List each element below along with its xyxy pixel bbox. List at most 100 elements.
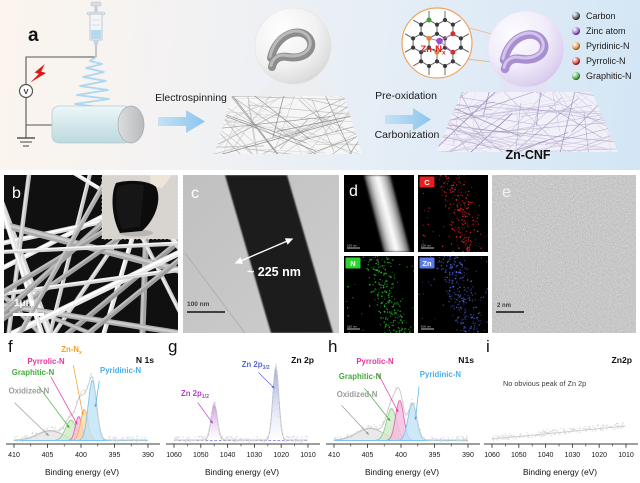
svg-text:400: 400 — [75, 452, 87, 459]
eds-mapping-grid: 100 nm C 100 nm N 100 nm Zn 100 nm — [344, 175, 488, 333]
panel-g-xps-zn2p-chart: 1060 1050 1040 1030 1020 1010 Binding energy (… — [164, 336, 322, 483]
panel-a-schematic: V — [0, 0, 640, 170]
svg-text:1040: 1040 — [220, 452, 236, 459]
legend-label: Pyridinic-N — [586, 40, 630, 51]
legend-label: Pyrrolic-N — [586, 55, 626, 66]
xps-spectrum-zn2p-zncnf: 1060 1050 1040 1030 1020 1010 Binding energy (… — [166, 355, 320, 477]
svg-text:Pyrrolic-N: Pyrrolic-N — [356, 357, 394, 366]
sem-micrograph — [4, 175, 178, 333]
voltage-label: V — [23, 87, 28, 96]
scale-bar-label: 1μm — [14, 298, 35, 309]
panel-i-label: i — [486, 337, 490, 356]
molecule-label: Zn-Nx — [420, 44, 446, 57]
circuit-wires — [17, 56, 96, 147]
svg-text:100 nm: 100 nm — [421, 244, 432, 248]
svg-text:1030: 1030 — [565, 452, 581, 459]
carbon-atom-icon — [572, 11, 580, 20]
svg-text:1050: 1050 — [511, 452, 527, 459]
panel-e-label: e — [502, 184, 511, 201]
legend-label: Carbon — [586, 10, 616, 21]
svg-text:Zn-Nx: Zn-Nx — [61, 345, 82, 356]
xps-spectrum-n1s-cnf: 410 405 400 395 390 Binding energy (eV) N1s Oxi… — [326, 355, 480, 477]
electrospinning-label: Electrospinning — [155, 92, 227, 104]
svg-text:Oxidized-N: Oxidized-N — [337, 390, 378, 399]
pyrrolic-n-icon — [572, 56, 580, 65]
panel-i-xps-zn2p-chart: 1060 1050 1040 1030 1020 1010 Binding energy (… — [482, 336, 640, 483]
svg-text:Pyridinic-N: Pyridinic-N — [420, 370, 462, 379]
eds-map-n: N 100 nm — [344, 256, 414, 333]
flexible-film-inset-photo — [101, 175, 178, 240]
svg-text:N1s: N1s — [458, 355, 474, 365]
legend-item: Carbon — [572, 8, 632, 23]
nanofiber — [225, 175, 333, 333]
xps-spectrum-n1s-zncnf: 410 405 400 395 390 Binding energy (eV) N 1s Ox… — [6, 345, 160, 477]
svg-text:N 1s: N 1s — [136, 355, 154, 365]
svg-text:Zn 2p3/2: Zn 2p3/2 — [242, 360, 270, 371]
zn-cnf-mat — [436, 92, 618, 152]
hrtem-micrograph — [492, 175, 636, 333]
legend-item: Pyridinic-N — [572, 38, 632, 53]
svg-text:No obvious peak of Zn 2p: No obvious peak of Zn 2p — [503, 379, 586, 388]
svg-text:1010: 1010 — [618, 452, 634, 459]
svg-text:1050: 1050 — [193, 452, 209, 459]
carbonization-label: Carbonization — [374, 129, 440, 141]
svg-text:1040: 1040 — [538, 452, 554, 459]
scale-bar-label: 100 nm — [187, 301, 210, 308]
svg-text:400: 400 — [395, 452, 407, 459]
legend-item: Zinc atom — [572, 23, 632, 38]
svg-text:1010: 1010 — [300, 452, 316, 459]
svg-text:Zn 2p1/2: Zn 2p1/2 — [181, 389, 209, 400]
svg-text:100 nm: 100 nm — [347, 325, 358, 329]
faint-fiber — [184, 252, 246, 333]
svg-text:395: 395 — [109, 452, 121, 459]
svg-text:1060: 1060 — [484, 452, 500, 459]
spinning-jet-coil — [74, 56, 110, 109]
magnifier-cone — [492, 82, 560, 94]
svg-text:Pyrrolic-N: Pyrrolic-N — [27, 357, 65, 366]
svg-text:1060: 1060 — [166, 452, 182, 459]
svg-text:N: N — [350, 259, 355, 268]
svg-text:Binding energy (eV): Binding energy (eV) — [45, 467, 119, 477]
zn-cnf-label: Zn-CNF — [505, 148, 551, 162]
panel-f-label: f — [8, 337, 13, 356]
eds-map-zn: Zn 100 nm — [418, 256, 488, 333]
svg-text:Graphitic-N: Graphitic-N — [339, 372, 382, 381]
scale-bar — [496, 311, 524, 313]
panel-h-label: h — [328, 337, 338, 356]
legend-label: Zinc atom — [586, 25, 626, 36]
element-badge: N — [345, 257, 361, 269]
svg-text:390: 390 — [462, 452, 474, 459]
voltage-source-icon — [18, 83, 34, 99]
graphitic-n-icon — [572, 71, 580, 80]
schematic-illustration: V — [17, 1, 618, 154]
magnifier-wedge-line — [468, 27, 493, 35]
panel-a-label: a — [28, 25, 39, 46]
xps-spectrum-zn2p-cnf: 1060 1050 1040 1030 1020 1010 Binding energy (… — [484, 355, 638, 477]
electrospinning-arrow-icon — [158, 110, 205, 133]
panel-c-tem-image: c ~ 225 nm 100 nm — [183, 175, 339, 333]
pre-oxidation-label: Pre-oxidation — [375, 90, 437, 102]
fiber-zoom-sphere-gray — [254, 7, 332, 85]
atom-legend: Carbon Zinc atom Pyridinic-N Pyrrolic-N … — [572, 8, 632, 83]
element-badge: C — [419, 176, 435, 188]
svg-text:1030: 1030 — [247, 452, 263, 459]
svg-text:390: 390 — [142, 452, 154, 459]
diameter-arrow-icon — [234, 238, 294, 264]
svg-text:395: 395 — [429, 452, 441, 459]
svg-text:Zn: Zn — [422, 259, 432, 268]
svg-text:Binding energy (eV): Binding energy (eV) — [523, 467, 597, 477]
scale-bar — [13, 313, 44, 316]
legend-label: Graphitic-N — [586, 70, 632, 81]
haadf-image: 100 nm — [344, 175, 414, 252]
panel-d-label: d — [349, 183, 358, 200]
zinc-atom-icon — [572, 26, 580, 35]
svg-text:405: 405 — [362, 452, 374, 459]
element-badge: Zn — [419, 257, 435, 269]
scale-bar — [187, 311, 225, 313]
panel-g-label: g — [168, 337, 178, 356]
fiber-diameter-label: ~ 225 nm — [247, 265, 301, 279]
panel-h-xps-n1s-chart: 410 405 400 395 390 Binding energy (eV) N1s Oxi… — [324, 336, 482, 483]
panel-e-hrtem-image: e 2 nm — [492, 175, 636, 333]
legend-item: Graphitic-N — [572, 68, 632, 83]
